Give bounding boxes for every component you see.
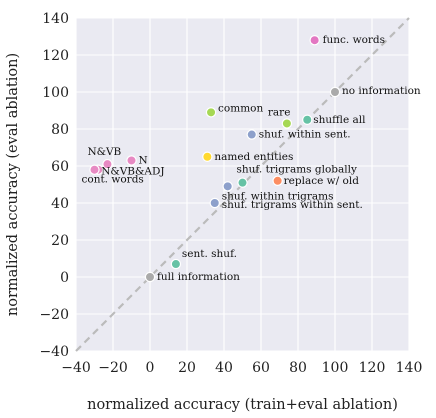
- x-tick-label: 80: [289, 360, 307, 376]
- point-label: func. words: [323, 34, 385, 46]
- point-label: shuf. trigrams within sent.: [222, 199, 363, 211]
- point-label: replace w/ old: [284, 175, 360, 187]
- point-labels: func. words no information common rare shuff…: [82, 34, 421, 283]
- y-axis-title: normalized accuracy (eval ablation): [5, 53, 21, 316]
- data-point: [222, 181, 233, 192]
- x-tick-label: 140: [396, 360, 423, 376]
- data-point: [281, 118, 293, 129]
- data-point: [302, 114, 313, 125]
- point-label: cont. words: [82, 174, 144, 186]
- point-label: rare: [268, 106, 291, 118]
- y-tick-label: 40: [51, 196, 69, 212]
- data-points: [89, 35, 341, 283]
- data-point: [272, 175, 283, 186]
- data-point: [205, 107, 217, 118]
- y-tick-label: 80: [51, 122, 69, 138]
- point-label: N: [139, 154, 148, 166]
- y-tick-label: 20: [51, 233, 69, 249]
- x-tick-label: −40: [61, 360, 91, 376]
- y-tick-label: −20: [39, 307, 69, 323]
- y-tick-label: 120: [42, 48, 69, 64]
- x-tick-label: −20: [98, 360, 128, 376]
- data-point: [144, 271, 156, 283]
- data-point: [89, 164, 100, 175]
- data-point: [202, 151, 213, 162]
- data-point: [209, 197, 220, 209]
- grid-lines: [75, 17, 410, 352]
- y-tick-label: 60: [51, 159, 69, 175]
- point-label: shuf. within sent.: [259, 129, 351, 141]
- point-label: shuffle all: [313, 114, 366, 126]
- y-tick-label: 0: [60, 270, 69, 286]
- point-label: N&VB&ADJ: [101, 166, 164, 178]
- y-tick-labels: −40 −20 0 20 40 60 80 100 120 140: [39, 11, 69, 360]
- x-axis-title: normalized accuracy (train+eval ablation…: [87, 397, 398, 413]
- data-point: [329, 86, 341, 98]
- x-tick-labels: −40 −20 0 20 40 60 80 100 120 140: [61, 360, 422, 376]
- point-label: common: [218, 102, 263, 114]
- point-label: sent. shuf.: [182, 248, 237, 260]
- point-label: N&VB: [87, 146, 121, 158]
- point-label: shuf. within trigrams: [222, 190, 334, 202]
- y-tick-label: 140: [42, 11, 69, 27]
- x-tick-label: 60: [252, 360, 270, 376]
- point-label: shuf. trigrams globally: [237, 164, 357, 176]
- data-point: [237, 177, 248, 188]
- x-tick-label: 100: [322, 360, 349, 376]
- x-tick-label: 20: [178, 360, 196, 376]
- data-point: [170, 258, 182, 270]
- x-tick-label: 40: [215, 360, 233, 376]
- data-point: [126, 155, 137, 166]
- point-label: no information: [342, 85, 421, 97]
- data-point: [102, 158, 113, 170]
- y-tick-label: −40: [39, 344, 69, 360]
- y-tick-label: 100: [42, 85, 69, 101]
- x-tick-label: 120: [359, 360, 386, 376]
- point-label: full information: [157, 271, 240, 283]
- diagonal-reference-line: [75, 17, 410, 352]
- x-tick-label: 0: [146, 360, 155, 376]
- data-point: [246, 129, 257, 140]
- point-label: named entities: [214, 151, 293, 163]
- data-point: [309, 35, 320, 46]
